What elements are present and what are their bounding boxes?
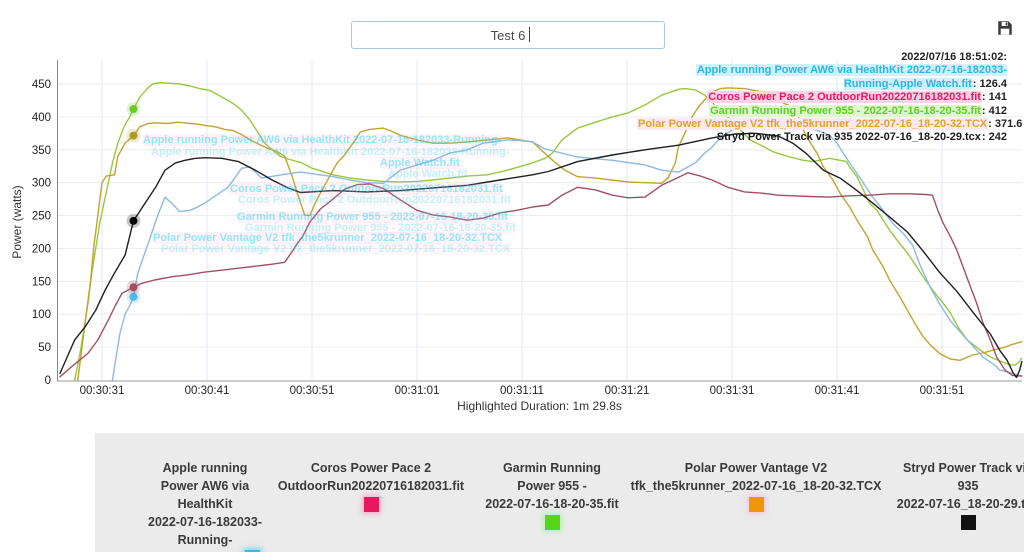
hover-legend-item-polar: Polar Power Vantage V2 tfk_the5krunner_2… [637, 118, 1022, 131]
power-chart[interactable]: 0 50 100 150 200 250 300 350 400 450 00:30:31 00:30… [0, 0, 1024, 430]
marker-dot-coros [129, 283, 138, 292]
series-line-coros [59, 172, 1023, 378]
legend-label-polar: Polar Power Vantage V2 tfk_the5krunner_2… [630, 461, 882, 493]
series-name-apple: Apple running Power AW6 via HealthKit 20… [695, 64, 1007, 90]
x-tick-label: 00:30:51 [290, 385, 335, 397]
legend-item-apple: Apple running Power AW6 via HealthKit 20… [130, 441, 280, 552]
series-value-coros: : 141 [981, 91, 1007, 104]
x-tick-label: 00:31:51 [920, 385, 965, 397]
y-tick-label: 50 [38, 342, 51, 354]
series-line-apple [111, 124, 1023, 381]
y-tick-label: 100 [32, 309, 51, 321]
legend-label-coros: Coros Power Pace 2 OutdoorRun20220716182… [277, 461, 465, 493]
series-name-garmin: Garmin Running Power 955 - 2022-07-16-18… [709, 104, 982, 117]
chart-title-input[interactable] [351, 21, 665, 49]
hover-legend-item-coros: Coros Power Pace 2 OutdoorRun20220716182… [637, 91, 1007, 104]
series-value-apple: : 126.4 [972, 77, 1007, 90]
hover-legend-timestamp: 2022/07/16 18:51:02: [901, 51, 1007, 63]
x-tick-label: 00:31:21 [605, 385, 650, 397]
legend-swatch-garmin [544, 515, 560, 530]
legend-swatch-coros [363, 497, 379, 512]
y-axis-title: Power (watts) [10, 185, 24, 259]
legend-label-apple: Apple running Power AW6 via HealthKit 20… [148, 461, 262, 552]
y-tick-label: 150 [32, 276, 51, 288]
x-tick-label: 00:30:41 [185, 385, 230, 397]
hover-legend-item-apple: Apple running Power AW6 via HealthKit 20… [659, 64, 1007, 91]
legend-swatch-polar [748, 497, 764, 512]
legend-label-garmin: Garmin Running Power 955 - 2022-07-16-18… [485, 461, 619, 511]
x-tick-label: 00:30:31 [80, 385, 125, 397]
text-cursor [529, 27, 530, 42]
series-name-coros: Coros Power Pace 2 OutdoorRun20220716182… [707, 91, 982, 104]
floppy-disk-icon [998, 21, 1012, 35]
series-line-stryd [59, 132, 1023, 379]
bottom-legend-bar: Apple running Power AW6 via HealthKit 20… [95, 433, 1024, 552]
y-tick-label: 350 [32, 145, 51, 157]
marker-dot-polar [129, 131, 138, 140]
legend-swatch-apple [244, 550, 260, 552]
y-tick-label: 400 [32, 112, 51, 124]
hover-legend-item-stryd: Stryd Power Track via 935 2022-07-16_18-… [637, 131, 1007, 144]
hover-legend-item-garmin: Garmin Running Power 955 - 2022-07-16-18… [637, 104, 1007, 118]
legend-label-stryd: Stryd Power Track via 935 2022-07-16_18-… [896, 461, 1024, 511]
series-value-garmin: : 412 [981, 104, 1007, 117]
y-tick-label: 450 [32, 79, 51, 91]
hover-legend: 2022/07/16 18:51:02: Apple running Power… [637, 51, 1022, 145]
series-name-polar: Polar Power Vantage V2 tfk_the5krunner_2… [637, 118, 989, 131]
legend-item-garmin: Garmin Running Power 955 - 2022-07-16-18… [467, 441, 637, 548]
x-tick-label: 00:31:41 [815, 385, 860, 397]
series-value-stryd: : 242 [981, 131, 1007, 144]
y-tick-label: 300 [32, 178, 51, 190]
legend-swatch-stryd [960, 515, 976, 530]
marker-dot-stryd [129, 216, 138, 225]
x-axis-title: Highlighted Duration: 1m 29.8s [457, 399, 622, 413]
series-name-stryd: Stryd Power Track via 935 2022-07-16_18-… [716, 131, 981, 144]
x-tick-label: 00:31:01 [395, 385, 440, 397]
series-line-garmin [73, 81, 1023, 381]
y-tick-label: 0 [45, 375, 51, 387]
legend-item-stryd: Stryd Power Track via 935 2022-07-16_18-… [853, 441, 1024, 548]
x-tick-label: 00:31:31 [710, 385, 755, 397]
x-tick-label: 00:31:11 [500, 385, 544, 397]
legend-item-polar: Polar Power Vantage V2 tfk_the5krunner_2… [606, 441, 906, 530]
series-value-polar: : 371.6 [988, 118, 1023, 131]
legend-item-coros: Coros Power Pace 2 OutdoorRun20220716182… [256, 441, 486, 530]
save-button[interactable] [996, 19, 1014, 37]
marker-dot-garmin [129, 104, 138, 113]
y-tick-label: 200 [32, 243, 51, 255]
y-tick-label: 250 [32, 211, 51, 223]
marker-dot-apple [129, 292, 138, 301]
series-line-polar [77, 87, 1023, 381]
